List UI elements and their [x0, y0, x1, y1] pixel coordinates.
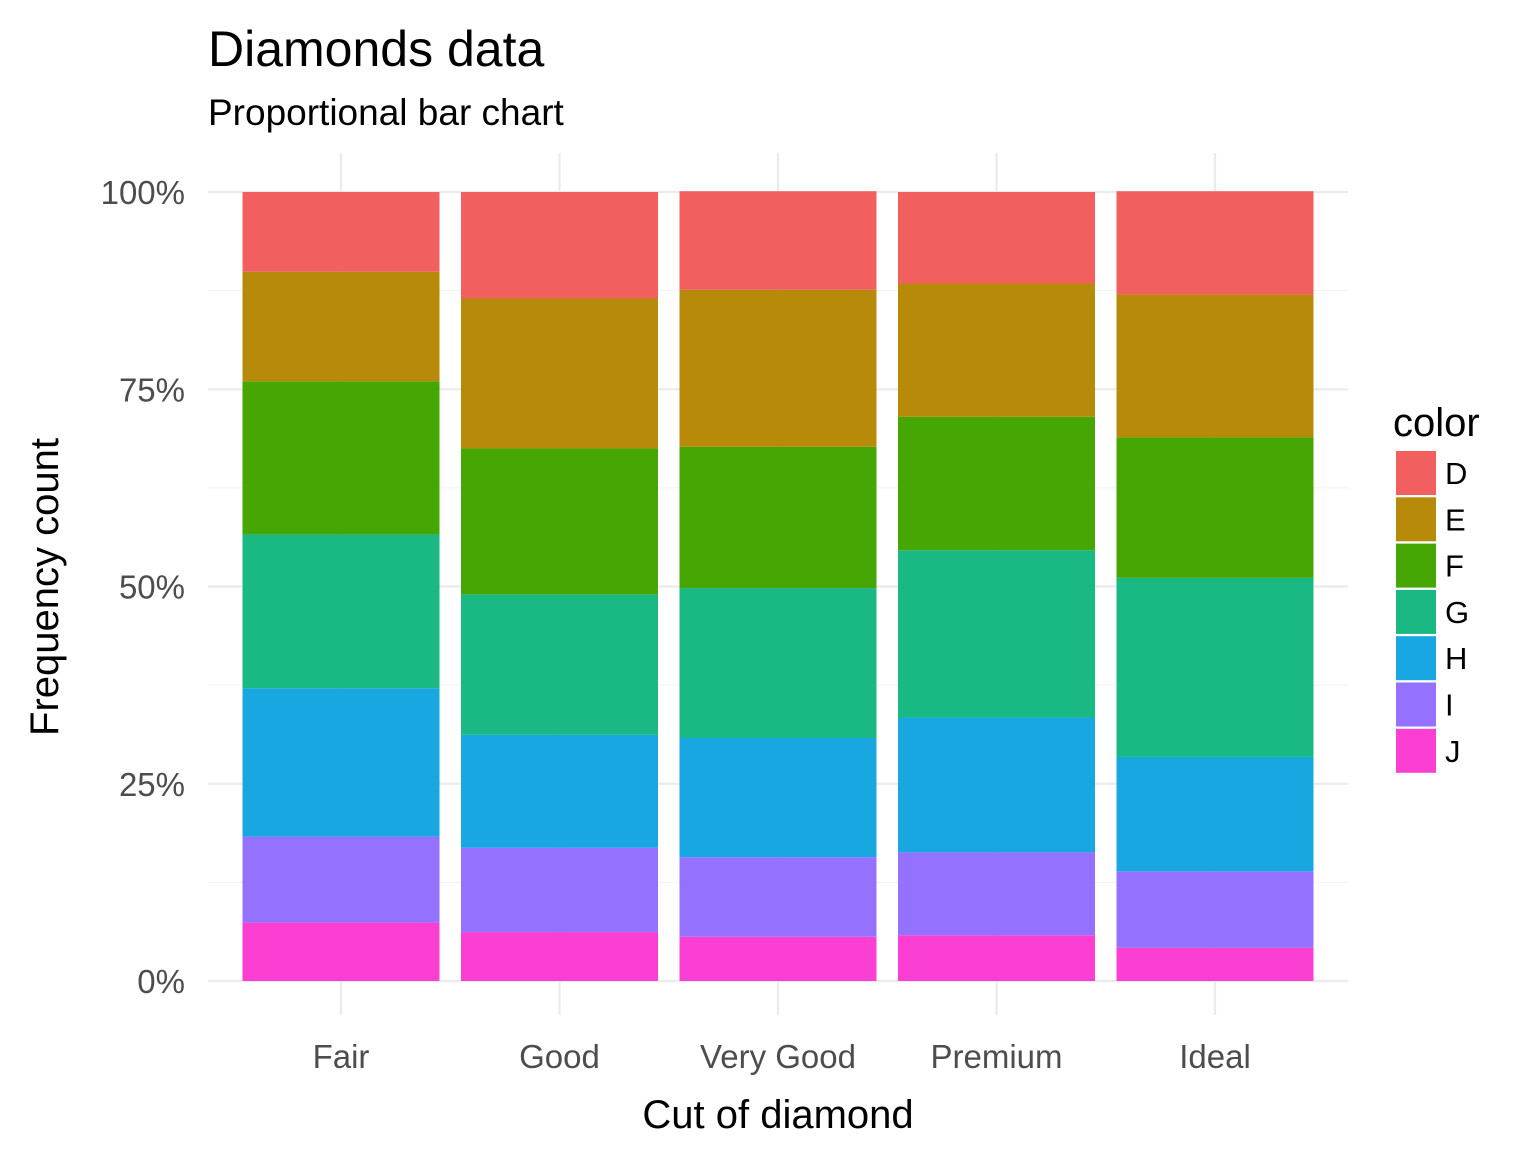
bar-segment-very-good-e [679, 289, 877, 447]
bar-segment-premium-i [898, 852, 1095, 936]
bar-segment-fair-f [242, 381, 440, 535]
chart-subtitle: Proportional bar chart [208, 92, 565, 133]
legend-label-e: E [1445, 502, 1466, 537]
bar-segment-very-good-i [679, 857, 877, 937]
chart-title: Diamonds data [208, 21, 544, 77]
legend-key-d [1396, 451, 1436, 495]
bar-segment-very-good-f [679, 446, 877, 589]
bar-segment-ideal-h [1116, 756, 1314, 872]
x-axis-ticks: Fair Good Very Good Premium Ideal [313, 1038, 1251, 1075]
x-tick-label: Good [519, 1038, 600, 1075]
legend-label-i: I [1445, 688, 1454, 723]
x-tick-label: Fair [313, 1038, 370, 1075]
y-tick-label: 25% [119, 766, 185, 803]
x-axis-title: Cut of diamond [642, 1093, 913, 1137]
bar-segment-premium-d [898, 192, 1095, 284]
legend-title: color [1393, 401, 1480, 445]
bar-segment-ideal-f [1116, 437, 1314, 578]
y-tick-label: 0% [137, 963, 185, 1000]
bar-segment-very-good-g [679, 588, 877, 738]
bar-segment-fair-h [242, 688, 440, 837]
bar-segment-ideal-i [1116, 871, 1314, 948]
bar-segment-good-h [461, 734, 658, 848]
bar-segment-good-i [461, 847, 658, 933]
bar-segment-good-g [461, 594, 658, 735]
bar-segment-premium-h [898, 717, 1095, 853]
legend-key-j [1396, 728, 1436, 773]
bar-segment-premium-f [898, 416, 1095, 551]
x-tick-label: Ideal [1179, 1038, 1251, 1075]
bar-segment-very-good-j [679, 936, 877, 981]
bar-segment-fair-j [242, 922, 440, 981]
bar-segment-premium-g [898, 550, 1095, 718]
bar-segment-ideal-g [1116, 577, 1314, 757]
legend-label-h: H [1445, 641, 1467, 676]
legend-label-f: F [1445, 549, 1464, 584]
x-tick-label: Very Good [700, 1038, 856, 1075]
bar-segment-ideal-j [1116, 947, 1314, 981]
bar-segment-good-j [461, 932, 658, 981]
y-tick-label: 75% [119, 371, 185, 408]
x-tick-label: Premium [930, 1038, 1062, 1075]
legend-key-e [1396, 497, 1436, 542]
bar-segment-ideal-e [1116, 294, 1314, 438]
legend-key-g [1396, 589, 1436, 634]
bar-segment-very-good-d [679, 191, 877, 290]
bar-segment-premium-j [898, 935, 1095, 981]
bar-stacks [242, 191, 1314, 981]
bar-segment-fair-e [242, 271, 440, 382]
bar-segment-fair-d [242, 192, 440, 272]
bar-segment-premium-e [898, 283, 1095, 417]
y-axis-title: Frequency count [23, 438, 67, 736]
bar-segment-fair-g [242, 534, 440, 689]
legend-key-f [1396, 543, 1436, 588]
legend-key-i [1396, 682, 1436, 727]
bar-segment-fair-i [242, 836, 440, 923]
bar-segment-good-d [461, 192, 658, 299]
bar-segment-good-e [461, 298, 658, 449]
bar-segment-ideal-d [1116, 191, 1314, 295]
legend-label-g: G [1445, 595, 1469, 630]
legend-label-d: D [1445, 456, 1467, 491]
bar-segment-very-good-h [679, 737, 877, 858]
y-axis-ticks: 0% 25% 50% 75% 100% [101, 174, 185, 1000]
y-tick-label: 50% [119, 569, 185, 606]
legend-label-j: J [1445, 734, 1461, 769]
y-tick-label: 100% [101, 174, 185, 211]
legend-key-h [1396, 636, 1436, 681]
bar-segment-good-f [461, 448, 658, 595]
